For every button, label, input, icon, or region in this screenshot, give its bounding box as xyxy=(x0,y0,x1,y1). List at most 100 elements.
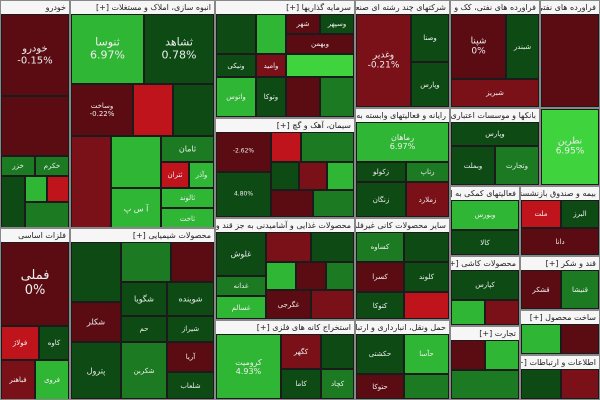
stock-tile[interactable] xyxy=(451,370,519,399)
stock-tile[interactable] xyxy=(25,202,69,227)
stock-tile[interactable] xyxy=(451,300,485,325)
stock-tile-vsana[interactable]: وصنا xyxy=(411,14,449,62)
stock-tile[interactable] xyxy=(404,292,449,319)
sector-title[interactable]: شرکتهای چند رشته ای صنعتی [+] xyxy=(356,1,449,14)
stock-tile-kromit[interactable]: کرومیت 4.93% xyxy=(216,334,281,399)
stock-tile[interactable] xyxy=(561,369,599,399)
stock-tile-satran[interactable]: ثتران xyxy=(161,162,189,188)
stock-tile-rtap[interactable]: رتاپ xyxy=(406,162,449,182)
stock-tile-fbahonar[interactable]: فباهنر xyxy=(1,360,35,399)
stock-tile[interactable] xyxy=(266,262,296,290)
stock-tile-vbemellat[interactable]: وبملت xyxy=(451,146,495,185)
stock-tile-kala[interactable]: کالا xyxy=(451,230,519,255)
stock-tile-kaveh[interactable]: کاوه xyxy=(39,326,69,360)
sector-title[interactable]: حمل ونقل، انبارداری و ارتباطات [+] xyxy=(356,321,449,334)
stock-tile-vtejarat[interactable]: وتجارت xyxy=(495,146,539,185)
stock-tile-ghgorji[interactable]: غگرجی xyxy=(266,290,311,319)
stock-tile-vbahman[interactable]: وبهمن xyxy=(286,34,354,54)
stock-tile[interactable] xyxy=(271,132,301,162)
stock-tile[interactable] xyxy=(286,54,354,77)
stock-tile[interactable] xyxy=(327,162,354,190)
stock-tile-dana[interactable]: دانا xyxy=(521,228,599,255)
stock-tile-khazar[interactable]: خزر xyxy=(1,156,35,176)
stock-tile[interactable] xyxy=(326,262,354,290)
stock-tile[interactable] xyxy=(71,136,111,227)
stock-tile-ktooka[interactable]: کتوکا xyxy=(356,292,404,319)
stock-tile-vomid[interactable]: وامید xyxy=(256,54,286,77)
sector-title[interactable]: رایانه و فعالیتهای وابسته به آن [+] xyxy=(356,109,449,122)
stock-tile-kpars[interactable]: کپارس xyxy=(451,270,519,300)
stock-tile[interactable] xyxy=(47,176,69,202)
stock-tile-kegohar[interactable]: کگهر xyxy=(281,334,321,369)
stock-tile[interactable] xyxy=(111,136,161,188)
stock-tile-ghenisha[interactable]: قنیشا xyxy=(561,270,599,309)
stock-tile[interactable] xyxy=(171,242,214,282)
stock-tile[interactable] xyxy=(521,324,561,354)
stock-tile-shiraz[interactable]: شیراز xyxy=(167,316,214,342)
sector-title[interactable]: قند و شکر [+] xyxy=(521,257,599,270)
sector-title[interactable]: استخراج کانه های فلزی [+] xyxy=(216,321,354,334)
sector-title[interactable]: فلزات اساسی xyxy=(1,229,69,242)
sector-title[interactable]: سایر محصولات کانی غیرفلزی [+] xyxy=(356,219,449,232)
stock-tile-foolaj[interactable]: فولاژ xyxy=(1,326,39,360)
stock-tile-htooka[interactable]: حتوکا xyxy=(356,374,404,399)
sector-title[interactable]: فعالیتهای کمکی به [+] xyxy=(451,187,519,200)
stock-tile-shepna[interactable]: شپنا 0% xyxy=(451,14,506,79)
stock-tile-sakht[interactable]: ثاخت xyxy=(161,208,214,227)
stock-tile[interactable] xyxy=(561,324,599,354)
sector-title[interactable]: سیمان، آهک و گچ [+] xyxy=(216,119,354,132)
stock-tile-saman[interactable]: ثامان xyxy=(161,136,214,162)
stock-tile[interactable] xyxy=(71,242,121,302)
stock-tile-shebriz[interactable]: شبریز xyxy=(451,79,539,107)
stock-tile-khodro[interactable]: خودرو -0.15% xyxy=(1,14,69,96)
stock-tile-aria[interactable]: آریا xyxy=(167,342,214,372)
sector-title[interactable]: بانکها و موسسات اعتباری [+] xyxy=(451,109,539,122)
stock-tile[interactable] xyxy=(485,300,519,325)
sector-title[interactable]: بیمه و صندوق بازنشستگی [+] xyxy=(521,187,599,200)
stock-tile-vpars[interactable]: وپارس xyxy=(411,62,449,107)
stock-tile-vsakht[interactable]: وساخت -0.22% xyxy=(71,84,133,136)
stock-tile[interactable]: 4.80% xyxy=(216,172,271,217)
stock-tile-ghashkar[interactable]: قشکر xyxy=(521,270,561,309)
stock-tile-zkolo[interactable]: زکولو xyxy=(356,162,406,182)
stock-tile-zmalard[interactable]: زملارد xyxy=(406,182,449,217)
stock-tile-frooy[interactable]: فروی xyxy=(35,360,69,399)
sector-title[interactable]: محصولات کاشی [+] xyxy=(451,257,519,270)
sector-title[interactable]: خودرو xyxy=(1,1,69,14)
stock-tile[interactable] xyxy=(311,290,354,319)
stock-tile-kechad[interactable]: کچاد xyxy=(321,369,354,399)
stock-tile-ham[interactable]: حم xyxy=(121,316,167,342)
sector-title[interactable]: محصولات غذایی و آشامیدنی به جز قند و شکر… xyxy=(216,219,354,232)
stock-tile-kalvand[interactable]: کلوند xyxy=(404,262,449,292)
stock-tile-vpars[interactable]: وپارس xyxy=(451,122,539,146)
stock-tile-sashahed[interactable]: ثشاهد 0.78% xyxy=(144,14,214,84)
stock-tile[interactable] xyxy=(320,77,354,117)
stock-tile-ksaveh[interactable]: کساوه xyxy=(356,232,404,262)
stock-tile[interactable] xyxy=(485,340,519,370)
stock-tile-zangan[interactable]: زنگان xyxy=(356,182,406,217)
stock-tile-vniki[interactable]: ونیکی xyxy=(216,54,256,77)
stock-tile[interactable] xyxy=(256,14,286,54)
stock-tile[interactable] xyxy=(133,84,173,136)
stock-tile[interactable] xyxy=(313,190,354,217)
stock-tile-vazar[interactable]: وآذر xyxy=(189,162,214,188)
stock-tile-shegooya[interactable]: شگویا xyxy=(121,282,167,316)
stock-tile-vsepehr[interactable]: وسپهر xyxy=(320,14,354,34)
stock-tile[interactable] xyxy=(311,232,354,262)
stock-tile[interactable] xyxy=(404,232,449,262)
stock-tile[interactable]: -2.62% xyxy=(216,132,271,172)
stock-tile-kasra[interactable]: کسرا xyxy=(356,262,404,292)
stock-tile-fameli[interactable]: فملی 0% xyxy=(1,242,69,326)
stock-tile-rmahan[interactable]: رماهان 6.97% xyxy=(356,122,449,162)
stock-tile-ghedaneh[interactable]: غدانه xyxy=(216,276,266,296)
stock-tile-vtooka[interactable]: وتوکا xyxy=(256,77,286,117)
stock-tile-shebandar[interactable]: شبندر xyxy=(506,14,539,79)
stock-tile[interactable] xyxy=(301,132,354,162)
stock-tile[interactable] xyxy=(121,242,171,282)
stock-tile-patrol[interactable]: پترول xyxy=(71,342,121,399)
stock-tile[interactable] xyxy=(1,96,69,156)
stock-tile[interactable] xyxy=(173,84,214,136)
stock-tile-ap[interactable]: آ س پ xyxy=(111,188,161,227)
stock-tile-hkeshti[interactable]: حکشتی xyxy=(356,334,404,374)
stock-tile-vatoos[interactable]: واتوس xyxy=(216,77,256,117)
